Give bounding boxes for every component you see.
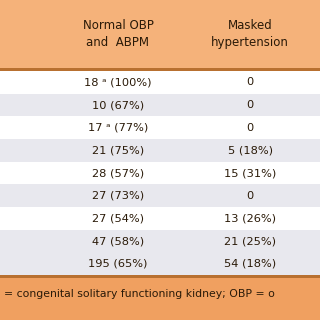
Text: 17 ᵃ (77%): 17 ᵃ (77%) [88,123,148,133]
Text: 18 ᵃ (100%): 18 ᵃ (100%) [84,77,152,87]
Text: Masked
hypertension: Masked hypertension [211,19,289,49]
Text: 0: 0 [246,123,254,133]
Text: 10 (67%): 10 (67%) [92,100,144,110]
Text: 47 (58%): 47 (58%) [92,236,144,246]
Bar [0,252,320,275]
Text: 54 (18%): 54 (18%) [224,259,276,269]
Bar [0,71,320,94]
Text: 15 (31%): 15 (31%) [224,168,276,178]
Bar [0,230,320,252]
Text: 21 (25%): 21 (25%) [224,236,276,246]
Bar [0,0,320,68]
Text: 27 (73%): 27 (73%) [92,191,144,201]
Text: 28 (57%): 28 (57%) [92,168,144,178]
Text: 195 (65%): 195 (65%) [88,259,148,269]
Text: 21 (75%): 21 (75%) [92,145,144,155]
Bar [0,116,320,139]
Bar [0,207,320,230]
Bar [0,184,320,207]
Bar [0,278,320,320]
Bar [0,68,320,71]
Bar [0,139,320,162]
Text: 0: 0 [246,191,254,201]
Text: Normal OBP
and  ABPM: Normal OBP and ABPM [83,19,153,49]
Text: 0: 0 [246,77,254,87]
Bar [0,94,320,116]
Text: 0: 0 [246,100,254,110]
Bar [0,162,320,184]
Text: 13 (26%): 13 (26%) [224,213,276,223]
Text: 27 (54%): 27 (54%) [92,213,144,223]
Text: 5 (18%): 5 (18%) [228,145,273,155]
Bar [0,275,320,278]
Text: = congenital solitary functioning kidney; OBP = o: = congenital solitary functioning kidney… [4,289,275,299]
